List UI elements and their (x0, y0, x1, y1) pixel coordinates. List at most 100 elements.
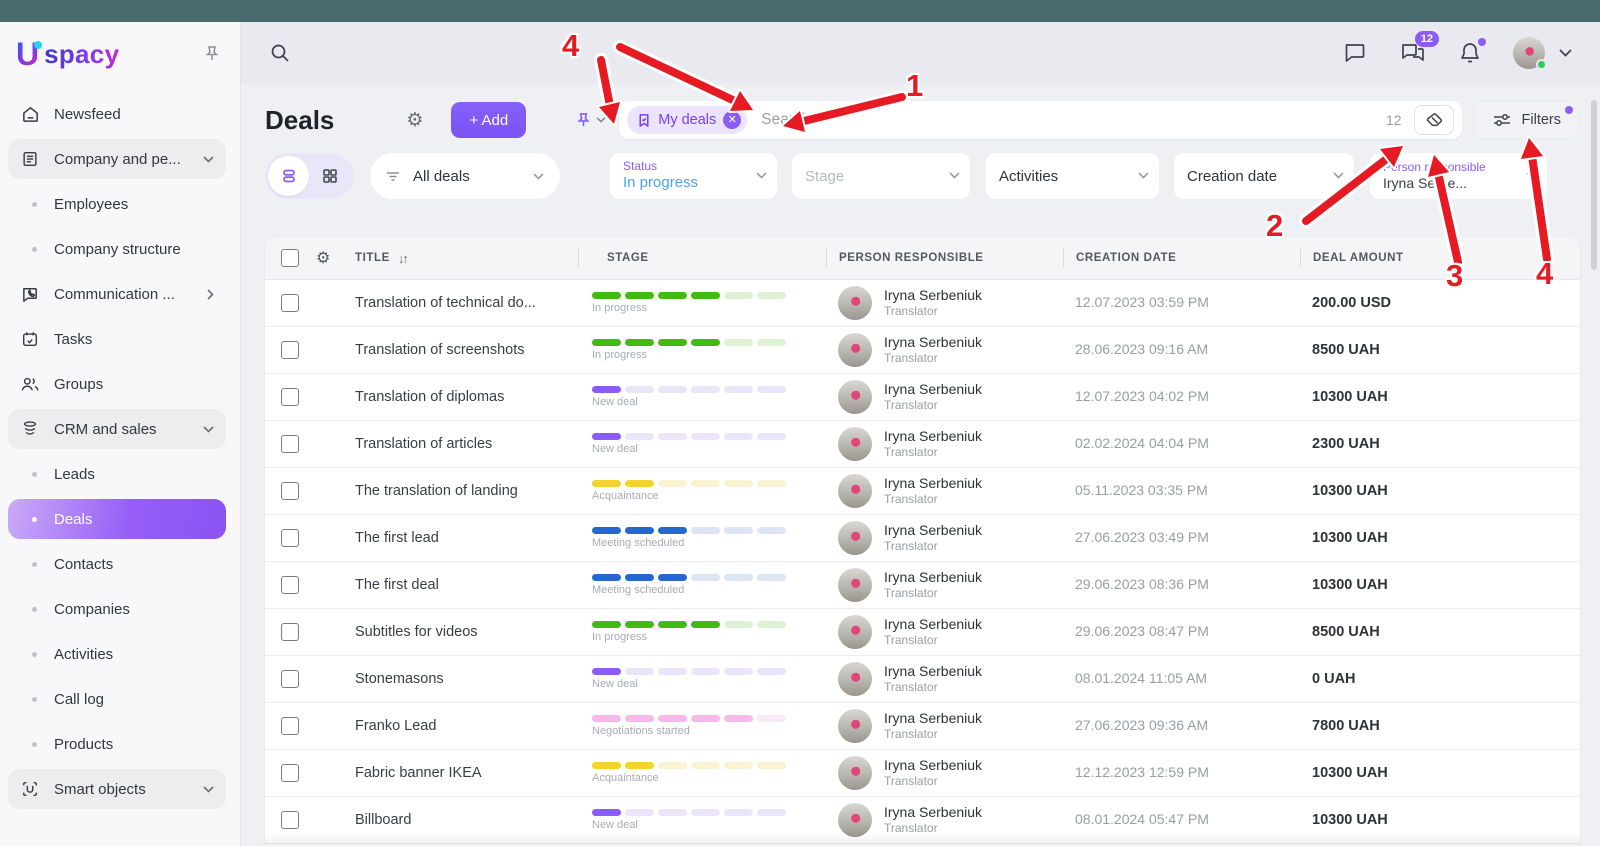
deal-stage-cell: In progress (578, 292, 826, 314)
messenger-icon[interactable]: 12 (1400, 31, 1439, 65)
sidebar-item-employees[interactable]: Employees (8, 184, 226, 224)
row-checkbox[interactable] (281, 717, 299, 735)
person-name: Iryna Serbeniuk (884, 333, 983, 350)
list-view-button[interactable] (268, 156, 309, 196)
table-row[interactable]: The translation of landing Acquaintance … (265, 468, 1580, 515)
sidebar-pin-icon[interactable] (204, 45, 220, 63)
search-input[interactable] (759, 110, 1386, 130)
deal-title[interactable]: Billboard (355, 812, 412, 828)
deal-title[interactable]: Fabric banner IKEA (355, 765, 482, 781)
column-header-date[interactable]: CREATION DATE (1076, 252, 1177, 264)
stage-segment (724, 433, 753, 440)
sidebar-item-products[interactable]: Products (8, 724, 226, 764)
sidebar-item-communication[interactable]: Communication ... (8, 274, 226, 314)
table-row[interactable]: Billboard New deal Iryna Serbeniuk Trans… (265, 797, 1580, 844)
sidebar-item-companies[interactable]: Companies (8, 589, 226, 629)
activities-filter[interactable]: Activities (986, 153, 1159, 199)
row-checkbox[interactable] (281, 623, 299, 641)
deal-title[interactable]: Translation of diplomas (355, 389, 505, 405)
row-checkbox[interactable] (281, 764, 299, 782)
deal-title[interactable]: Translation of articles (355, 436, 493, 452)
sidebar-item-company-structure[interactable]: Company structure (8, 229, 226, 269)
profile-menu[interactable] (1513, 37, 1572, 70)
row-checkbox[interactable] (281, 388, 299, 406)
column-header-stage[interactable]: STAGE (607, 252, 649, 264)
kanban-view-button[interactable] (309, 156, 350, 196)
table-row[interactable]: Translation of screenshots In progress I… (265, 327, 1580, 374)
table-row[interactable]: Franko Lead Negotiations started Iryna S… (265, 703, 1580, 750)
row-checkbox[interactable] (281, 341, 299, 359)
bullet-icon (32, 606, 37, 612)
table-row[interactable]: Translation of technical do... In progre… (265, 280, 1580, 327)
sidebar-item-leads[interactable]: Leads (8, 454, 226, 494)
table-row[interactable]: Subtitles for videos In progress Iryna S… (265, 609, 1580, 656)
deal-title[interactable]: The first lead (355, 530, 439, 546)
global-search-icon[interactable] (269, 42, 291, 64)
row-checkbox[interactable] (281, 435, 299, 453)
sidebar-item-call-log[interactable]: Call log (8, 679, 226, 719)
column-header-title[interactable]: TITLE (355, 252, 390, 264)
select-all-checkbox[interactable] (281, 249, 299, 267)
person-name: Iryna Serbeniuk (884, 521, 983, 538)
row-checkbox[interactable] (281, 576, 299, 594)
deal-title[interactable]: Franko Lead (355, 718, 437, 734)
sidebar-item-contacts[interactable]: Contacts (8, 544, 226, 584)
person-responsible-filter[interactable]: Person responsible Iryna Serbe... (1370, 153, 1547, 199)
row-checkbox[interactable] (281, 482, 299, 500)
filters-button[interactable]: Filters (1473, 101, 1580, 139)
person-role: Translator (884, 304, 938, 319)
column-header-person[interactable]: PERSON RESPONSIBLE (839, 252, 984, 264)
chip-close-icon[interactable]: ✕ (723, 111, 742, 129)
vertical-scrollbar[interactable] (1591, 100, 1597, 270)
sidebar-item-groups[interactable]: Groups (8, 364, 226, 404)
pin-filter-button[interactable] (576, 112, 606, 129)
sidebar-item-deals[interactable]: Deals (8, 499, 226, 539)
deal-title[interactable]: The translation of landing (355, 483, 518, 499)
deal-title[interactable]: The first deal (355, 577, 439, 593)
sidebar-item-newsfeed[interactable]: Newsfeed (8, 94, 226, 134)
deal-title[interactable]: Translation of screenshots (355, 342, 525, 358)
uspacy-logo[interactable]: U spacy (16, 38, 119, 70)
deal-amount: 10300 UAH (1312, 483, 1388, 499)
table-settings-gear-icon[interactable]: ⚙ (316, 250, 331, 267)
row-checkbox[interactable] (281, 670, 299, 688)
table-row[interactable]: Translation of articles New deal Iryna S… (265, 421, 1580, 468)
stage-segment (724, 339, 753, 346)
search-bar[interactable]: My deals ✕ 12 (619, 101, 1462, 139)
column-header-amount[interactable]: DEAL AMOUNT (1313, 252, 1404, 264)
feedback-chat-icon[interactable] (1343, 41, 1368, 65)
table-row[interactable]: Fabric banner IKEA Acquaintance Iryna Se… (265, 750, 1580, 797)
avatar (838, 286, 872, 320)
deal-title[interactable]: Translation of technical do... (355, 295, 536, 311)
filters-button-label: Filters (1521, 112, 1561, 128)
row-checkbox[interactable] (281, 529, 299, 547)
table-row[interactable]: The first deal Meeting scheduled Iryna S… (265, 562, 1580, 609)
add-deal-button[interactable]: + Add (451, 102, 527, 138)
row-checkbox[interactable] (281, 811, 299, 829)
sidebar-item-company-and-people[interactable]: Company and pe... (8, 139, 226, 179)
table-row[interactable]: The first lead Meeting scheduled Iryna S… (265, 515, 1580, 562)
stage-filter[interactable]: Stage (792, 153, 970, 199)
sidebar-item-tasks[interactable]: Tasks (8, 319, 226, 359)
stage-segment (658, 715, 687, 722)
creation-date-filter[interactable]: Creation date (1174, 153, 1354, 199)
sidebar-item-smart-objects[interactable]: Smart objects (8, 769, 226, 809)
deal-title[interactable]: Stonemasons (355, 671, 444, 687)
stage-segment (658, 668, 687, 675)
sort-icon[interactable]: ↓↑ (397, 250, 409, 266)
row-checkbox[interactable] (281, 294, 299, 312)
all-deals-select[interactable]: All deals (370, 153, 560, 199)
sidebar-item-activities[interactable]: Activities (8, 634, 226, 674)
stage-segment (724, 292, 753, 299)
status-filter[interactable]: Status In progress (610, 153, 777, 199)
notifications-bell-icon[interactable] (1459, 38, 1486, 65)
deal-title[interactable]: Subtitles for videos (355, 624, 478, 640)
sidebar-item-crm-and-sales[interactable]: CRM and sales (8, 409, 226, 449)
table-row[interactable]: Translation of diplomas New deal Iryna S… (265, 374, 1580, 421)
table-row[interactable]: Stonemasons New deal Iryna Serbeniuk Tra… (265, 656, 1580, 703)
stage-progress-bar (592, 668, 826, 675)
clear-filters-eraser-button[interactable] (1413, 105, 1454, 135)
deals-settings-gear-icon[interactable]: ⚙ (406, 109, 424, 131)
my-deals-chip[interactable]: My deals ✕ (627, 106, 748, 134)
filters-active-dot (1565, 106, 1573, 114)
